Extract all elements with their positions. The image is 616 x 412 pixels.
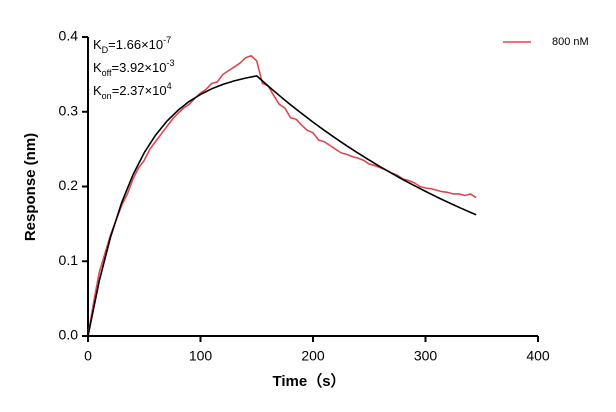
annotation-text: =2.37×10 xyxy=(112,83,167,98)
x-axis-title: Time（s） xyxy=(272,372,345,390)
y-tick-label: 0.2 xyxy=(59,177,79,193)
y-tick-label: 0.1 xyxy=(59,252,79,268)
annotation-base: K xyxy=(93,37,102,52)
annotation-sub: on xyxy=(102,91,112,101)
annotation-sup: -3 xyxy=(166,58,174,68)
y-tick-label: 0.0 xyxy=(59,327,79,343)
series-line xyxy=(87,75,477,337)
x-tick-label: 100 xyxy=(189,348,213,364)
x-tick-label: 400 xyxy=(526,348,550,364)
legend-text: 800 nM xyxy=(552,36,589,48)
annotation-base: K xyxy=(93,83,102,98)
y-tick-label: 0.4 xyxy=(59,28,79,44)
annotation: KD=1.66×10-7 xyxy=(93,35,171,55)
x-tick-label: 300 xyxy=(414,348,438,364)
annotation-text: =3.92×10 xyxy=(112,60,167,75)
y-tick-label: 0.3 xyxy=(59,102,79,118)
annotation-text: =1.66×10 xyxy=(108,37,163,52)
annotation-sub: off xyxy=(102,68,112,78)
annotation: Kon=2.37×104 xyxy=(93,81,172,101)
series-line xyxy=(87,54,477,337)
x-tick-label: 0 xyxy=(84,348,92,364)
annotation-sub: D xyxy=(102,45,109,55)
y-axis-title: Response (nm) xyxy=(22,133,39,241)
annotation-base: K xyxy=(93,60,102,75)
annotation-sup: -7 xyxy=(163,35,171,45)
annotation-sup: 4 xyxy=(167,81,172,91)
x-tick-label: 200 xyxy=(301,348,325,364)
annotation: Koff=3.92×10-3 xyxy=(93,58,174,78)
